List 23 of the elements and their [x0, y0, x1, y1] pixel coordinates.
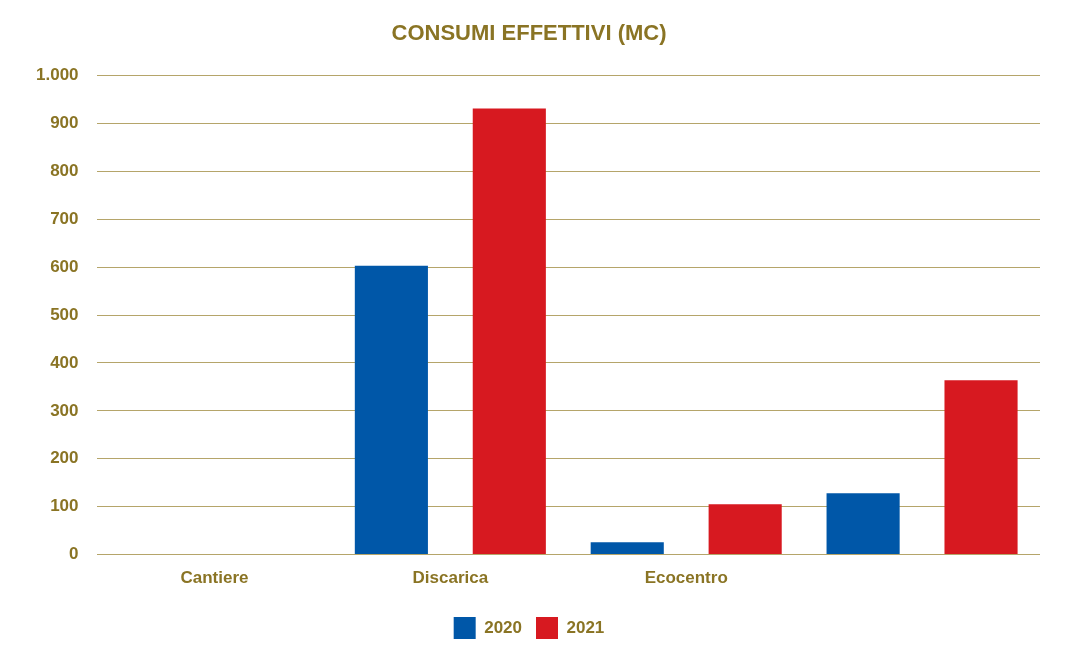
bar: [472, 108, 546, 555]
legend-label: 2020: [484, 617, 523, 637]
y-tick-label: 400: [50, 352, 79, 372]
y-tick-label: 700: [50, 208, 79, 228]
bar: [944, 380, 1018, 555]
y-tick-label: 0: [69, 544, 79, 564]
y-tick-label: 300: [50, 400, 79, 420]
y-tick-label: 500: [50, 304, 79, 324]
y-tick-label: 100: [50, 496, 79, 516]
legend-label: 2021: [566, 617, 605, 637]
y-tick-label: 800: [50, 160, 79, 180]
y-tick-label: 200: [50, 448, 79, 468]
x-tick-label: Ecocentro: [644, 568, 728, 588]
x-tick-label: Discarica: [412, 568, 489, 588]
bar: [354, 265, 428, 555]
y-tick-label: 900: [50, 113, 79, 133]
y-tick-label: 600: [50, 256, 79, 276]
bar: [708, 504, 782, 555]
y-tick-label: 1.000: [35, 65, 79, 85]
bar: [826, 493, 900, 555]
bar: [590, 542, 664, 555]
chart-title: CONSUMI EFFETTIVI (MC): [391, 20, 667, 46]
x-tick-label: Cantiere: [180, 568, 249, 588]
